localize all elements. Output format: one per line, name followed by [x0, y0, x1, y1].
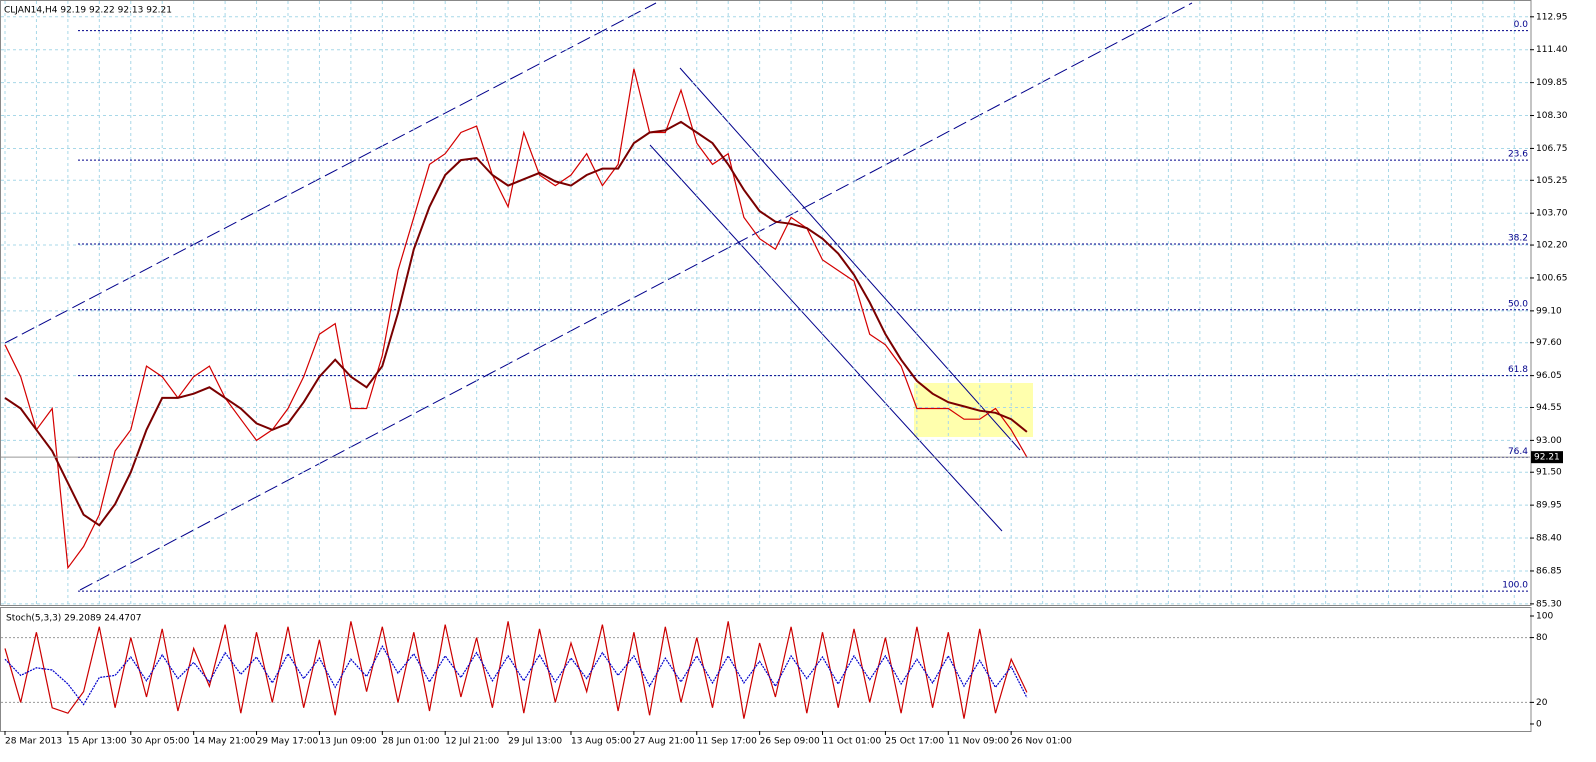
x-tick-label: 29 May 17:00 — [257, 737, 319, 747]
y-tick-label: 93.00 — [1536, 436, 1562, 446]
x-tick-label: 12 Jul 21:00 — [445, 737, 499, 747]
y-tick-label: 99.10 — [1536, 306, 1562, 316]
series-line — [4, 120, 1028, 527]
price-panel-frame — [0, 0, 1532, 606]
x-tick-label: 25 Oct 17:00 — [885, 737, 944, 747]
series-line — [4, 644, 1028, 706]
channel-upper — [4, 2, 657, 344]
y-tick-label: 88.40 — [1536, 534, 1562, 544]
fib-label: 50.0 — [1508, 299, 1528, 309]
y-tick-label: 109.85 — [1536, 78, 1568, 88]
channel-lower — [79, 2, 1193, 591]
y-tick-label: 112.95 — [1536, 12, 1568, 22]
x-tick-label: 13 Jun 09:00 — [319, 737, 376, 747]
x-tick-label: 29 Jul 13:00 — [508, 737, 562, 747]
x-tick-label: 11 Oct 01:00 — [823, 737, 882, 747]
down-channel-lower — [649, 144, 1003, 532]
y-tick-label: 105.25 — [1536, 176, 1568, 186]
y-tick-label: 111.40 — [1536, 45, 1568, 55]
y-tick-label: 102.20 — [1536, 241, 1568, 251]
fib-label: 23.6 — [1508, 150, 1528, 160]
y-tick-label: 97.60 — [1536, 338, 1562, 348]
x-tick-label: 13 Aug 05:00 — [571, 737, 632, 747]
series-line — [4, 621, 1028, 719]
current-price-box — [1531, 451, 1563, 464]
fib-label: 100.0 — [1502, 581, 1528, 591]
down-channel-upper — [679, 67, 1021, 451]
y-tick-label: 80 — [1536, 633, 1548, 643]
y-tick-label: 89.95 — [1536, 501, 1562, 511]
price-panel-title: CLJAN14,H4 92.19 92.22 92.13 92.21 — [4, 6, 172, 16]
x-tick-label: 28 Mar 2013 — [5, 737, 62, 747]
y-tick-label: 91.50 — [1536, 468, 1562, 478]
y-tick-label: 85.30 — [1536, 599, 1562, 609]
y-tick-label: 103.70 — [1536, 209, 1568, 219]
y-tick-label: 94.55 — [1536, 403, 1562, 413]
fib-label: 76.4 — [1508, 447, 1528, 457]
x-tick-label: 26 Sep 09:00 — [760, 737, 820, 747]
stoch-panel-frame — [0, 607, 1532, 732]
fib-label: 38.2 — [1508, 233, 1528, 243]
x-tick-label: 28 Jun 01:00 — [382, 737, 439, 747]
x-tick-label: 15 Apr 13:00 — [68, 737, 127, 747]
y-tick-label: 96.05 — [1536, 371, 1562, 381]
y-tick-label: 100.65 — [1536, 273, 1568, 283]
y-tick-label: 100 — [1536, 611, 1553, 621]
y-tick-label: 108.30 — [1536, 111, 1568, 121]
current-price-label: 92.21 — [1534, 453, 1560, 463]
fib-label: 61.8 — [1508, 365, 1528, 375]
x-tick-label: 30 Apr 05:00 — [131, 737, 190, 747]
x-tick-label: 11 Sep 17:00 — [697, 737, 757, 747]
x-tick-label: 26 Nov 01:00 — [1011, 737, 1072, 747]
x-tick-label: 27 Aug 21:00 — [634, 737, 695, 747]
series-line — [4, 68, 1028, 570]
x-tick-label: 11 Nov 09:00 — [948, 737, 1009, 747]
y-tick-label: 0 — [1536, 719, 1542, 729]
fib-label: 0.0 — [1514, 20, 1529, 30]
y-tick-label: 106.75 — [1536, 144, 1568, 154]
stoch-panel-title: Stoch(5,3,3) 29.2089 24.4707 — [6, 614, 141, 624]
x-tick-label: 14 May 21:00 — [194, 737, 256, 747]
y-tick-label: 86.85 — [1536, 566, 1562, 576]
y-tick-label: 20 — [1536, 698, 1548, 708]
